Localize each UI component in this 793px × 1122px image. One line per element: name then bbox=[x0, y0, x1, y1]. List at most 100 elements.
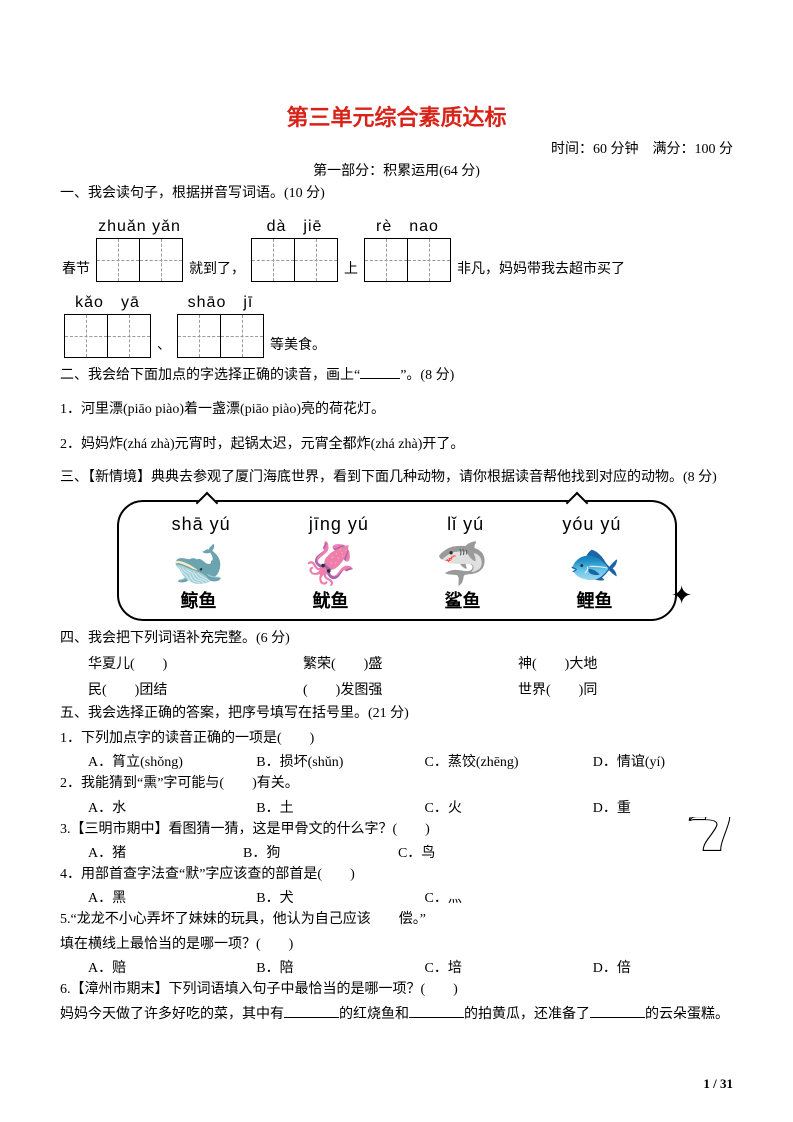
q5-2-d[interactable]: D．重 bbox=[565, 797, 733, 817]
q5-3-a[interactable]: A．猪 bbox=[60, 842, 215, 862]
animal-3[interactable]: 🐟 鲤鱼 bbox=[568, 543, 620, 613]
q5-6b: 妈妈今天做了许多好吃的菜，其中有的红烧鱼和的拍黄瓜，还准备了的云朵蛋糕。 bbox=[60, 1002, 733, 1027]
q5-2: 2．我能猜到“熏”字可能与( )有关。 bbox=[60, 771, 733, 796]
q5-6-blank2[interactable] bbox=[409, 1003, 464, 1018]
q5-5-a[interactable]: A．赔 bbox=[60, 957, 228, 977]
whale-icon: 🐋 bbox=[172, 543, 224, 585]
tian-box[interactable] bbox=[407, 238, 451, 282]
q1-r1-pre: 春节 bbox=[60, 258, 92, 282]
tian-box[interactable] bbox=[220, 314, 264, 358]
animal-1-name: 鱿鱼 bbox=[304, 587, 356, 613]
q4-r0c1: 繁荣( )盛 bbox=[303, 653, 518, 677]
q1-r1-post: 非凡，妈妈带我去超市买了 bbox=[455, 258, 627, 282]
pinyin-label: shāo jī bbox=[177, 288, 264, 312]
q5-4-b[interactable]: B．犬 bbox=[228, 887, 396, 907]
ani-py-0: shā yú bbox=[172, 514, 231, 535]
q4-r1c2: 世界( )同 bbox=[518, 679, 733, 703]
q1-row2: kǎo yā 、 shāo jī 等美食。 bbox=[60, 288, 733, 358]
q5-6-blank3[interactable] bbox=[590, 1003, 645, 1018]
q2-l1: 1．河里漂(piāo piào)着一盏漂(piāo piào)亮的荷花灯。 bbox=[60, 396, 733, 423]
q1-r1-mid2: 上 bbox=[342, 258, 360, 282]
q5-6-blank1[interactable] bbox=[284, 1003, 339, 1018]
q4-r0c2: 神( )大地 bbox=[518, 653, 733, 677]
q1-r1-b3: rè nao bbox=[364, 212, 451, 282]
q5-3-c[interactable]: C．鸟 bbox=[370, 842, 525, 862]
ani-py-2: lǐ yú bbox=[447, 514, 484, 535]
tian-box[interactable] bbox=[139, 238, 183, 282]
q5-2-c[interactable]: C．火 bbox=[397, 797, 565, 817]
q1-stem: 一、我会读句子，根据拼音写词语。(10 分) bbox=[60, 182, 733, 206]
animal-1[interactable]: 🦑 鱿鱼 bbox=[304, 543, 356, 613]
q5-5-c[interactable]: C．培 bbox=[397, 957, 565, 977]
q5-1: 1．下列加点字的读音正确的一项是( ) bbox=[60, 726, 733, 751]
q5-6b-p3: 的拍黄瓜，还准备了 bbox=[464, 1007, 590, 1022]
q5-1-opts: A．筲立(shǒng) B．损坏(shǔn) C．蒸饺(zhēng) D．情谊(… bbox=[60, 751, 733, 771]
tian-box[interactable] bbox=[294, 238, 338, 282]
q5-1-c[interactable]: C．蒸饺(zhēng) bbox=[397, 751, 565, 771]
q5-6a: 6.【漳州市期末】下列词语填入句子中最恰当的是哪一项？( ) bbox=[60, 977, 733, 1002]
q5-4: 4．用部首查字法查“默”字应该查的部首是( ) bbox=[60, 862, 733, 887]
q5-4-a[interactable]: A．黑 bbox=[60, 887, 228, 907]
tian-box[interactable] bbox=[64, 314, 108, 358]
q5-6b-p4: 的云朵蛋糕。 bbox=[645, 1007, 729, 1022]
tian-box[interactable] bbox=[96, 238, 140, 282]
q2-stem-a: 二、我会给下面加点的字选择正确的读音，画上“ bbox=[60, 368, 360, 383]
q1-r2-b2: shāo jī bbox=[177, 288, 264, 358]
splash-icon: ✦ bbox=[671, 581, 693, 611]
q2-stem-b: ”。(8 分) bbox=[400, 368, 454, 383]
q4-row2: 民( )团结 ( )发图强 世界( )同 bbox=[60, 679, 733, 703]
q1-r1-b2: dà jiē bbox=[251, 212, 338, 282]
q2-blank[interactable] bbox=[360, 364, 400, 379]
q1-r2-mid1: 、 bbox=[155, 334, 173, 358]
tian-box[interactable] bbox=[364, 238, 408, 282]
q5-2-opts: A．水 B．土 C．火 D．重 bbox=[60, 797, 733, 817]
q5-5-d[interactable]: D．倍 bbox=[565, 957, 733, 977]
animal-0[interactable]: 🐋 鲸鱼 bbox=[172, 543, 224, 613]
q4-stem: 四、我会把下列词语补充完整。(6 分) bbox=[60, 627, 733, 651]
animals-frame: shā yú jīng yú lǐ yú yóu yú 🐋 鲸鱼 🦑 鱿鱼 🦈 … bbox=[117, 500, 677, 621]
section-head: 第一部分：积累运用(64 分) bbox=[60, 160, 733, 180]
animal-2-name: 鲨鱼 bbox=[436, 587, 488, 613]
animal-0-name: 鲸鱼 bbox=[172, 587, 224, 613]
shark-icon: 🦈 bbox=[436, 543, 488, 585]
q1-r2-b1: kǎo yā bbox=[64, 288, 151, 358]
animal-row: 🐋 鲸鱼 🦑 鱿鱼 🦈 鲨鱼 🐟 鲤鱼 bbox=[133, 543, 661, 613]
q5-3-b[interactable]: B．狗 bbox=[215, 842, 370, 862]
q5-3-d[interactable] bbox=[525, 842, 680, 862]
q5-1-a[interactable]: A．筲立(shǒng) bbox=[60, 751, 228, 771]
q2-l2: 2．妈妈炸(zhá zhà)元宵时，起锅太迟，元宵全都炸(zhá zhà)开了。 bbox=[60, 431, 733, 458]
q5-5-b[interactable]: B．陪 bbox=[228, 957, 396, 977]
pinyin-row: shā yú jīng yú lǐ yú yóu yú bbox=[133, 514, 661, 543]
q5-2-a[interactable]: A．水 bbox=[60, 797, 228, 817]
animal-3-name: 鲤鱼 bbox=[568, 587, 620, 613]
q4-r0c0: 华夏儿( ) bbox=[60, 653, 303, 677]
q5-5a: 5.“龙龙不小心弄坏了妹妹的玩具，他认为自己应该 偿。” bbox=[60, 907, 733, 932]
q4-r1c1: ( )发图强 bbox=[303, 679, 518, 703]
q5-5-opts: A．赔 B．陪 C．培 D．倍 bbox=[60, 957, 733, 977]
q5-4-d[interactable] bbox=[565, 887, 733, 907]
pinyin-label: kǎo yā bbox=[64, 288, 151, 312]
q5-2-b[interactable]: B．土 bbox=[228, 797, 396, 817]
q3-stem: 三、【新情境】典典去参观了厦门海底世界，看到下面几种动物，请你根据读音帮他找到对… bbox=[60, 466, 733, 490]
tian-box[interactable] bbox=[177, 314, 221, 358]
tian-box[interactable] bbox=[107, 314, 151, 358]
q5-3: 3.【三明市期中】看图猜一猜，这是甲骨文的什么字？( ) bbox=[60, 817, 733, 842]
ani-py-3: yóu yú bbox=[562, 514, 621, 535]
q5-1-b[interactable]: B．损坏(shǔn) bbox=[228, 751, 396, 771]
page-title: 第三单元综合素质达标 bbox=[60, 100, 733, 132]
q1-r1-b1: zhuǎn yǎn bbox=[96, 218, 183, 282]
q5-3-opts: A．猪 B．狗 C．鸟 bbox=[60, 842, 680, 862]
q5-4-c[interactable]: C．灬 bbox=[397, 887, 565, 907]
q2-stem: 二、我会给下面加点的字选择正确的读音，画上“ ”。(8 分) bbox=[60, 364, 733, 388]
q1-row1: 春节 zhuǎn yǎn 就到了， dà jiē 上 rè nao 非凡，妈妈带… bbox=[60, 212, 733, 282]
q1-r1-mid1: 就到了， bbox=[187, 258, 247, 282]
q5-stem: 五、我会选择正确的答案，把序号填写在括号里。(21 分) bbox=[60, 702, 733, 726]
tian-box[interactable] bbox=[251, 238, 295, 282]
q5-6b-p2: 的红烧鱼和 bbox=[339, 1007, 409, 1022]
oracle-bone-icon: 𓅿 bbox=[686, 817, 733, 860]
q5-4-opts: A．黑 B．犬 C．灬 bbox=[60, 887, 733, 907]
q5-1-d[interactable]: D．情谊(yí) bbox=[565, 751, 733, 771]
animal-2[interactable]: 🦈 鲨鱼 bbox=[436, 543, 488, 613]
q4-r1c0: 民( )团结 bbox=[60, 679, 303, 703]
q4-row1: 华夏儿( ) 繁荣( )盛 神( )大地 bbox=[60, 653, 733, 677]
